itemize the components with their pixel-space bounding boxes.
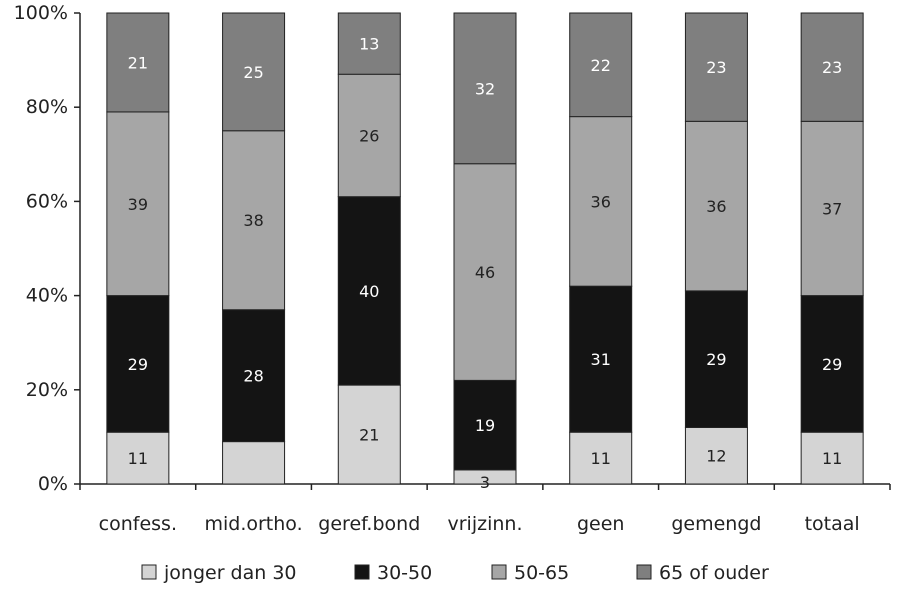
legend-label: 50-65 xyxy=(514,562,569,584)
bar-segment xyxy=(800,120,864,297)
bar-segment xyxy=(106,12,170,113)
data-label: 23 xyxy=(822,58,842,77)
bar-segment xyxy=(684,426,748,485)
bar-segment xyxy=(337,12,401,75)
data-label: 13 xyxy=(359,35,379,54)
data-label: 29 xyxy=(128,355,148,374)
bar-segment xyxy=(106,431,170,485)
data-label: 37 xyxy=(822,199,842,218)
bar-segment xyxy=(569,285,633,433)
data-label: 21 xyxy=(128,53,148,72)
y-tick-label: 80% xyxy=(26,96,68,118)
data-label: 11 xyxy=(591,449,611,468)
bar-segment xyxy=(800,431,864,485)
data-label: 3 xyxy=(480,473,490,492)
x-category-label: geen xyxy=(577,513,624,535)
bar-segment xyxy=(800,12,864,122)
data-label: 11 xyxy=(822,449,842,468)
bar-segment xyxy=(569,12,633,118)
legend-label: 65 of ouder xyxy=(659,562,769,584)
bar-segment xyxy=(684,290,748,428)
x-category-label: totaal xyxy=(805,513,860,535)
y-tick-label: 20% xyxy=(26,379,68,401)
data-label: 29 xyxy=(822,355,842,374)
bar-segment xyxy=(222,130,286,311)
data-label: 25 xyxy=(243,63,263,82)
bar-segment xyxy=(453,12,517,165)
data-label: 28 xyxy=(243,367,263,386)
data-label: 46 xyxy=(475,263,495,282)
x-category-label: confess. xyxy=(99,513,177,535)
y-tick-label: 100% xyxy=(14,2,68,24)
data-label: 36 xyxy=(591,192,611,211)
legend-label: 30-50 xyxy=(377,562,432,584)
data-label: 29 xyxy=(706,350,726,369)
data-label: 40 xyxy=(359,282,379,301)
x-category-label: geref.bond xyxy=(318,513,420,535)
bar-segment xyxy=(106,295,170,433)
data-label: 23 xyxy=(706,58,726,77)
bar-segment xyxy=(684,12,748,122)
data-label: 36 xyxy=(706,197,726,216)
data-label: 12 xyxy=(706,447,726,466)
y-tick-label: 40% xyxy=(26,285,68,307)
bar-segment xyxy=(569,116,633,287)
bar-segment xyxy=(337,73,401,198)
bar-segment xyxy=(337,384,401,485)
data-label: 22 xyxy=(591,56,611,75)
x-category-label: mid.ortho. xyxy=(204,513,302,535)
data-label: 32 xyxy=(475,79,495,98)
bar-segment xyxy=(106,111,170,297)
bar-segment xyxy=(453,163,517,381)
data-label: 26 xyxy=(359,126,379,145)
bar-segment xyxy=(337,196,401,386)
data-label: 21 xyxy=(359,426,379,445)
data-label: 38 xyxy=(243,211,263,230)
legend-label: jonger dan 30 xyxy=(163,562,297,584)
x-category-label: gemengd xyxy=(671,513,761,535)
y-tick-label: 60% xyxy=(26,190,68,212)
data-label: 11 xyxy=(128,449,148,468)
legend-swatch xyxy=(141,564,157,580)
legend-swatch xyxy=(491,564,507,580)
data-label: 31 xyxy=(591,350,611,369)
data-label: 39 xyxy=(128,195,148,214)
bar-segment xyxy=(222,441,286,485)
bar-segment xyxy=(453,379,517,471)
x-category-label: vrijzinn. xyxy=(448,513,523,535)
bar-segment xyxy=(222,309,286,443)
y-tick-label: 0% xyxy=(38,473,68,495)
bar-segment xyxy=(222,12,286,132)
data-label: 19 xyxy=(475,416,495,435)
legend-swatch xyxy=(636,564,652,580)
legend-swatch xyxy=(354,564,370,580)
